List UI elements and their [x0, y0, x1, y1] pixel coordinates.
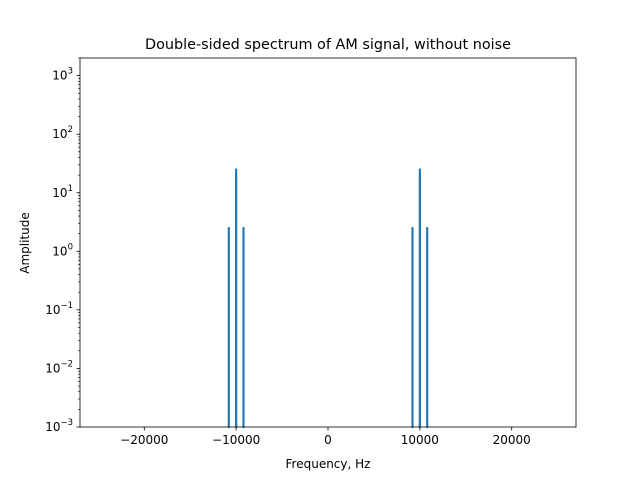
plot-area-frame [79, 57, 577, 428]
chart-title: Double-sided spectrum of AM signal, with… [145, 37, 511, 53]
y-tick-label: 10−1 [45, 301, 73, 317]
x-tick-label: −20000 [120, 433, 168, 447]
y-tick-label: 101 [52, 184, 73, 200]
x-tick-label: 20000 [493, 433, 531, 447]
spectrum-series [227, 168, 429, 429]
x-axis-ticks: −20000 −10000 0 10000 20000 [120, 427, 531, 447]
y-axis-ticks: 10−3 10−2 10−1 100 101 102 103 [45, 57, 80, 434]
x-tick-label: 10000 [401, 433, 439, 447]
y-tick-label: 10−3 [45, 418, 73, 434]
x-axis-label: Frequency, Hz [286, 457, 371, 471]
y-tick-label: 100 [52, 242, 73, 258]
y-tick-label: 10−2 [45, 359, 73, 375]
y-tick-label: 102 [52, 125, 73, 141]
x-tick-label: −10000 [212, 433, 260, 447]
x-tick-label: 0 [324, 433, 332, 447]
y-tick-label: 103 [52, 67, 73, 83]
y-axis-label: Amplitude [18, 212, 32, 274]
